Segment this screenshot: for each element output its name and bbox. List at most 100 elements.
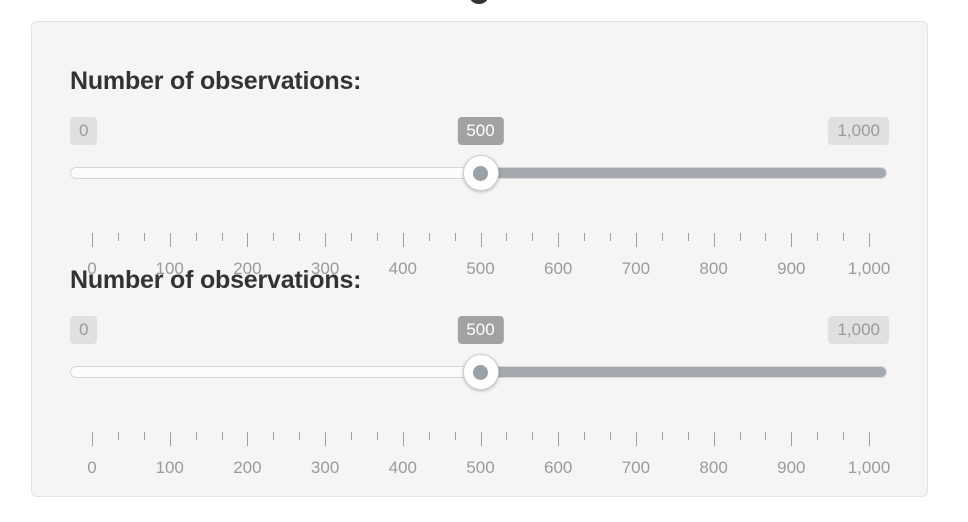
top-clipped-shape <box>470 0 488 4</box>
minor-tick <box>610 432 611 440</box>
tick-label: 800 <box>699 259 728 278</box>
tick-label: 300 <box>310 458 340 477</box>
tick-label: 600 <box>544 259 573 278</box>
minor-tick <box>584 233 586 241</box>
tick-label: 200 <box>233 259 262 278</box>
minor-tick <box>584 432 586 440</box>
tick-label: 200 <box>233 458 262 477</box>
tick-label: 400 <box>388 458 417 477</box>
major-tick <box>402 233 404 247</box>
minor-tick <box>532 233 534 241</box>
slider-value-badge: 500 <box>457 117 504 145</box>
slider-ticks: 0 100 200 300 400 500 600 700 800 900 1,000 <box>32 67 927 278</box>
slider-max-badge: 1,000 <box>828 117 889 145</box>
slider-label: Number of observations: <box>70 67 362 95</box>
major-tick <box>247 432 249 446</box>
minor-tick <box>765 432 767 440</box>
observations-slider-1: Number of observations: 0 500 1,000 0 100… <box>32 67 927 278</box>
sidebar-panel: Number of observations: 0 500 1,000 0 100… <box>31 21 928 497</box>
slider-handle[interactable] <box>462 155 499 191</box>
major-tick <box>791 233 793 247</box>
slider-max-badge: 1,000 <box>828 316 889 344</box>
minor-tick <box>843 432 845 440</box>
slider-handle[interactable] <box>462 354 499 390</box>
minor-tick <box>428 233 430 241</box>
major-tick <box>169 233 171 247</box>
minor-tick <box>428 432 430 440</box>
major-tick <box>558 233 560 247</box>
tick-label: 100 <box>155 259 184 278</box>
tick-label: 800 <box>699 458 728 477</box>
minor-tick <box>273 233 275 241</box>
minor-tick <box>195 233 197 241</box>
minor-tick <box>299 233 301 241</box>
minor-tick <box>532 432 534 440</box>
tick-label: 1,000 <box>847 458 891 477</box>
major-tick <box>869 432 870 446</box>
major-tick <box>480 432 482 446</box>
minor-tick <box>454 233 456 241</box>
observations-slider-2: Number of observations: 0 500 1,000 0 100… <box>32 266 927 477</box>
tick-label: 500 <box>466 458 495 477</box>
tick-label: 100 <box>155 458 184 477</box>
major-tick <box>92 432 93 446</box>
major-tick <box>325 432 327 446</box>
major-tick <box>635 233 637 247</box>
slider-value-badge: 500 <box>457 316 504 344</box>
minor-tick <box>143 432 145 440</box>
major-tick <box>558 432 560 446</box>
major-tick <box>169 432 171 446</box>
minor-tick <box>299 432 301 440</box>
minor-tick <box>843 233 845 241</box>
tick-label: 0 <box>87 259 97 278</box>
major-tick <box>247 233 249 247</box>
minor-tick <box>817 432 819 440</box>
minor-tick <box>739 432 741 440</box>
slider-min-badge: 0 <box>70 316 98 344</box>
major-tick <box>402 432 404 446</box>
minor-tick <box>506 432 508 440</box>
slider-fill <box>481 367 886 377</box>
minor-tick <box>687 432 689 440</box>
minor-tick <box>687 233 689 241</box>
minor-tick <box>195 432 197 440</box>
minor-tick <box>610 233 611 241</box>
tick-label: 500 <box>466 259 495 278</box>
tick-label: 300 <box>310 259 340 278</box>
major-tick <box>869 233 870 247</box>
tick-label: 700 <box>621 259 651 278</box>
minor-tick <box>351 233 352 241</box>
tick-label: 0 <box>87 458 97 477</box>
minor-tick <box>765 233 767 241</box>
tick-label: 900 <box>777 458 806 477</box>
major-tick <box>325 233 327 247</box>
minor-tick <box>117 233 119 241</box>
minor-tick <box>221 432 223 440</box>
tick-label: 400 <box>388 259 417 278</box>
tick-label: 900 <box>777 259 806 278</box>
major-tick <box>480 233 482 247</box>
tick-label: 1,000 <box>847 259 891 278</box>
minor-tick <box>661 432 663 440</box>
minor-tick <box>351 432 352 440</box>
minor-tick <box>739 233 741 241</box>
major-tick <box>791 432 793 446</box>
major-tick <box>635 432 637 446</box>
minor-tick <box>143 233 145 241</box>
minor-tick <box>506 233 508 241</box>
slider-ticks: 0 100 200 300 400 500 600 700 800 900 1,000 <box>32 266 927 477</box>
tick-label: 700 <box>621 458 651 477</box>
major-tick <box>713 432 715 446</box>
minor-tick <box>273 432 275 440</box>
slider-label: Number of observations: <box>70 266 362 294</box>
tick-label: 600 <box>544 458 573 477</box>
major-tick <box>92 233 93 247</box>
minor-tick <box>454 432 456 440</box>
minor-tick <box>817 233 819 241</box>
minor-tick <box>661 233 663 241</box>
minor-tick <box>376 233 378 241</box>
slider-min-badge: 0 <box>70 117 98 145</box>
slider-fill <box>481 168 886 178</box>
minor-tick <box>221 233 223 241</box>
minor-tick <box>376 432 378 440</box>
